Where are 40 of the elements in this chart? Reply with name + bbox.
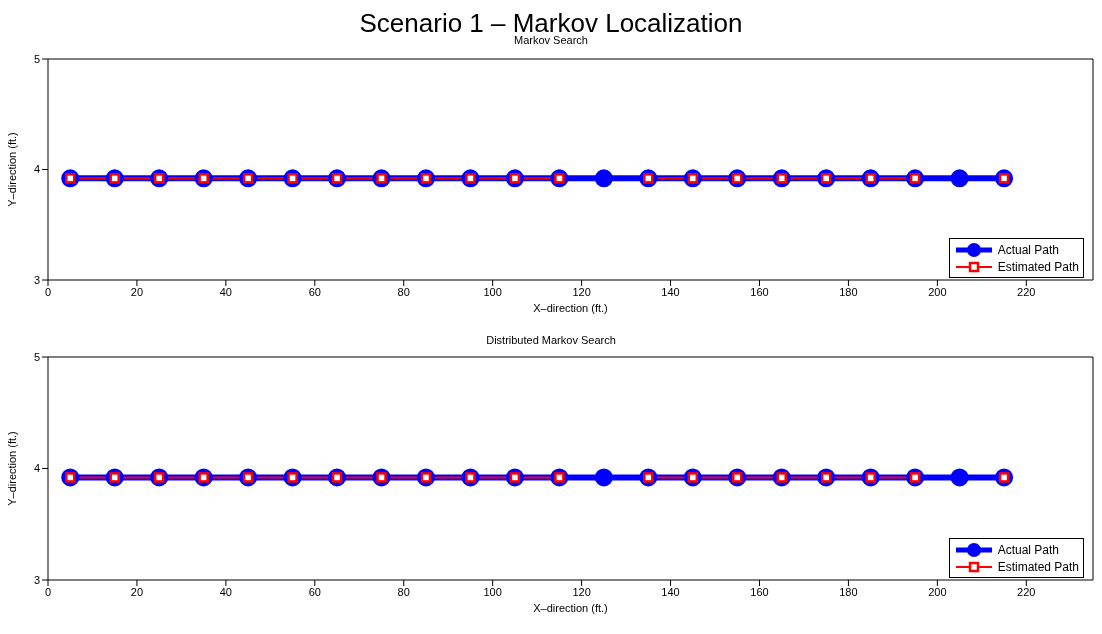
x-tick-label: 140	[661, 285, 680, 298]
x-tick-label: 40	[219, 585, 232, 598]
x-axis-title: X–direction (ft.)	[533, 302, 608, 314]
x-tick-label: 80	[397, 285, 410, 298]
x-tick-label: 20	[130, 285, 144, 298]
y-axis-title: Y–direction (ft.)	[5, 431, 18, 506]
x-tick-label: 0	[44, 585, 52, 598]
y-tick-label: 5	[33, 52, 40, 65]
x-tick-label: 100	[483, 585, 502, 598]
x-tick-label: 200	[928, 285, 947, 298]
y-tick-label: 5	[33, 350, 40, 363]
legend-label: Actual Path	[997, 542, 1059, 557]
x-tick-label: 0	[44, 285, 52, 298]
x-tick-label: 160	[750, 585, 769, 598]
chart-subtitle: Markov Search	[513, 34, 589, 46]
x-tick-label: 100	[483, 285, 502, 298]
y-tick-label: 3	[33, 273, 40, 286]
x-tick-label: 180	[839, 285, 858, 298]
x-tick-label: 160	[750, 285, 769, 298]
legend-label: Estimated Path	[997, 259, 1079, 274]
x-tick-label: 60	[308, 285, 321, 298]
x-tick-label: 200	[928, 585, 947, 598]
x-tick-label: 20	[130, 585, 144, 598]
y-axis-title: Y–direction (ft.)	[5, 132, 18, 207]
x-tick-label: 220	[1017, 585, 1036, 598]
chart-title: Distributed Markov Search	[485, 334, 617, 346]
x-tick-label: 120	[572, 585, 591, 598]
x-tick-label: 220	[1017, 285, 1036, 298]
x-tick-label: 180	[839, 585, 858, 598]
y-tick-label: 4	[33, 462, 40, 475]
legend-label: Actual Path	[997, 242, 1059, 257]
x-tick-label: 40	[219, 285, 232, 298]
y-tick-label: 4	[33, 163, 40, 176]
x-tick-label: 60	[308, 585, 321, 598]
x-axis-title: X–direction (ft.)	[533, 602, 608, 614]
legend-label: Estimated Path	[997, 559, 1079, 574]
y-tick-label: 3	[33, 573, 40, 586]
x-tick-label: 80	[397, 585, 410, 598]
x-tick-label: 140	[661, 585, 680, 598]
x-tick-label: 120	[572, 285, 591, 298]
